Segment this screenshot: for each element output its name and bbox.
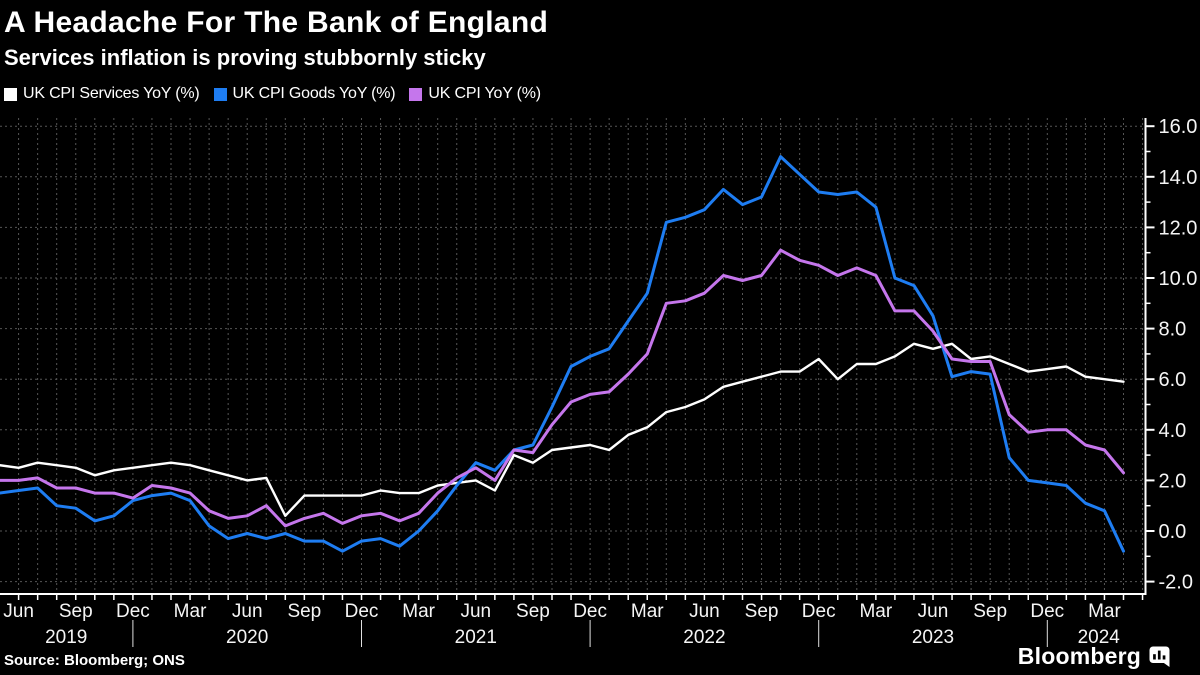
chart-legend: UK CPI Services YoY (%) UK CPI Goods YoY …	[4, 85, 548, 103]
x-axis-month-label: Sep	[287, 601, 321, 622]
x-axis-month-label: Sep	[745, 601, 779, 622]
x-axis-month-label: Dec	[345, 601, 379, 622]
x-axis-month-label: Jun	[3, 601, 34, 622]
y-axis-tick-label: 12.0	[1159, 217, 1198, 239]
x-axis-year-label: 2020	[226, 627, 268, 648]
legend-label: UK CPI YoY (%)	[428, 85, 541, 102]
chart-axis-labels: 16.0 14.0 12.0 10.0 8.0 6.0 4.0 2.0 0.0 -2.0 Jun Se…	[3, 116, 1197, 648]
x-axis-year-label: 2019	[45, 627, 87, 648]
chart-gridlines	[0, 118, 1146, 594]
x-axis-month-label: Sep	[973, 601, 1007, 622]
chart-series	[0, 155, 1125, 553]
chart-title: A Headache For The Bank of England	[4, 6, 549, 39]
x-axis-month-label: Jun	[460, 601, 491, 622]
series-line-uk-cpi-yoy	[0, 248, 1125, 528]
x-axis-month-label: Mar	[859, 601, 892, 622]
x-axis-month-label: Mar	[174, 601, 207, 622]
series-line-uk-cpi-goods-yoy	[0, 155, 1125, 553]
x-axis-year-label: 2021	[455, 627, 497, 648]
source-note: Source: Bloomberg; ONS	[4, 652, 185, 669]
y-axis-tick-label: 14.0	[1159, 167, 1198, 189]
chart-header: A Headache For The Bank of England Servi…	[4, 4, 548, 103]
bloomberg-wordmark: Bloomberg	[1017, 643, 1141, 669]
legend-item-uk-cpi: UK CPI YoY (%)	[409, 85, 541, 103]
y-axis-tick-label: 10.0	[1159, 268, 1198, 290]
x-axis-month-label: Dec	[802, 601, 836, 622]
y-axis-tick-label: 8.0	[1159, 319, 1187, 341]
y-axis-tick-label: -2.0	[1159, 572, 1193, 594]
series-line-uk-cpi-services-yoy	[0, 342, 1125, 517]
x-axis-month-label: Mar	[631, 601, 664, 622]
x-axis-month-label: Jun	[918, 601, 949, 622]
x-axis-month-label: Sep	[516, 601, 550, 622]
legend-item-uk-cpi-goods: UK CPI Goods YoY (%)	[213, 85, 396, 103]
x-axis-month-label: Jun	[232, 601, 263, 622]
y-axis-tick-label: 4.0	[1159, 420, 1187, 442]
y-axis-tick-label: 6.0	[1159, 369, 1187, 391]
x-axis-month-label: Dec	[573, 601, 607, 622]
legend-label: UK CPI Services YoY (%)	[23, 85, 200, 102]
chart-axes	[0, 118, 1155, 647]
bloomberg-logo: Bloomberg	[1018, 643, 1170, 670]
legend-item-uk-cpi-services: UK CPI Services YoY (%)	[4, 85, 200, 103]
y-axis-tick-label: 2.0	[1159, 470, 1187, 492]
uk-cpi-services-swatch-icon	[4, 87, 17, 101]
x-axis-month-label: Dec	[1030, 601, 1064, 622]
legend-label: UK CPI Goods YoY (%)	[232, 85, 396, 102]
bloomberg-chart-bubble-icon	[1149, 646, 1170, 667]
chart-subtitle: Services inflation is proving stubbornly…	[4, 45, 486, 70]
x-axis-year-label: 2022	[683, 627, 725, 648]
x-axis-month-label: Sep	[59, 601, 93, 622]
y-axis-tick-label: 0.0	[1159, 521, 1187, 543]
x-axis-month-label: Mar	[1088, 601, 1121, 622]
uk-cpi-goods-swatch-icon	[213, 87, 227, 101]
x-axis-year-label: 2024	[1078, 627, 1121, 648]
x-axis-month-label: Jun	[689, 601, 720, 622]
x-axis-month-label: Dec	[116, 601, 150, 622]
uk-cpi-swatch-icon	[409, 87, 423, 101]
x-axis-year-label: 2023	[912, 627, 954, 648]
x-axis-month-label: Mar	[402, 601, 435, 622]
y-axis-tick-label: 16.0	[1159, 116, 1198, 138]
